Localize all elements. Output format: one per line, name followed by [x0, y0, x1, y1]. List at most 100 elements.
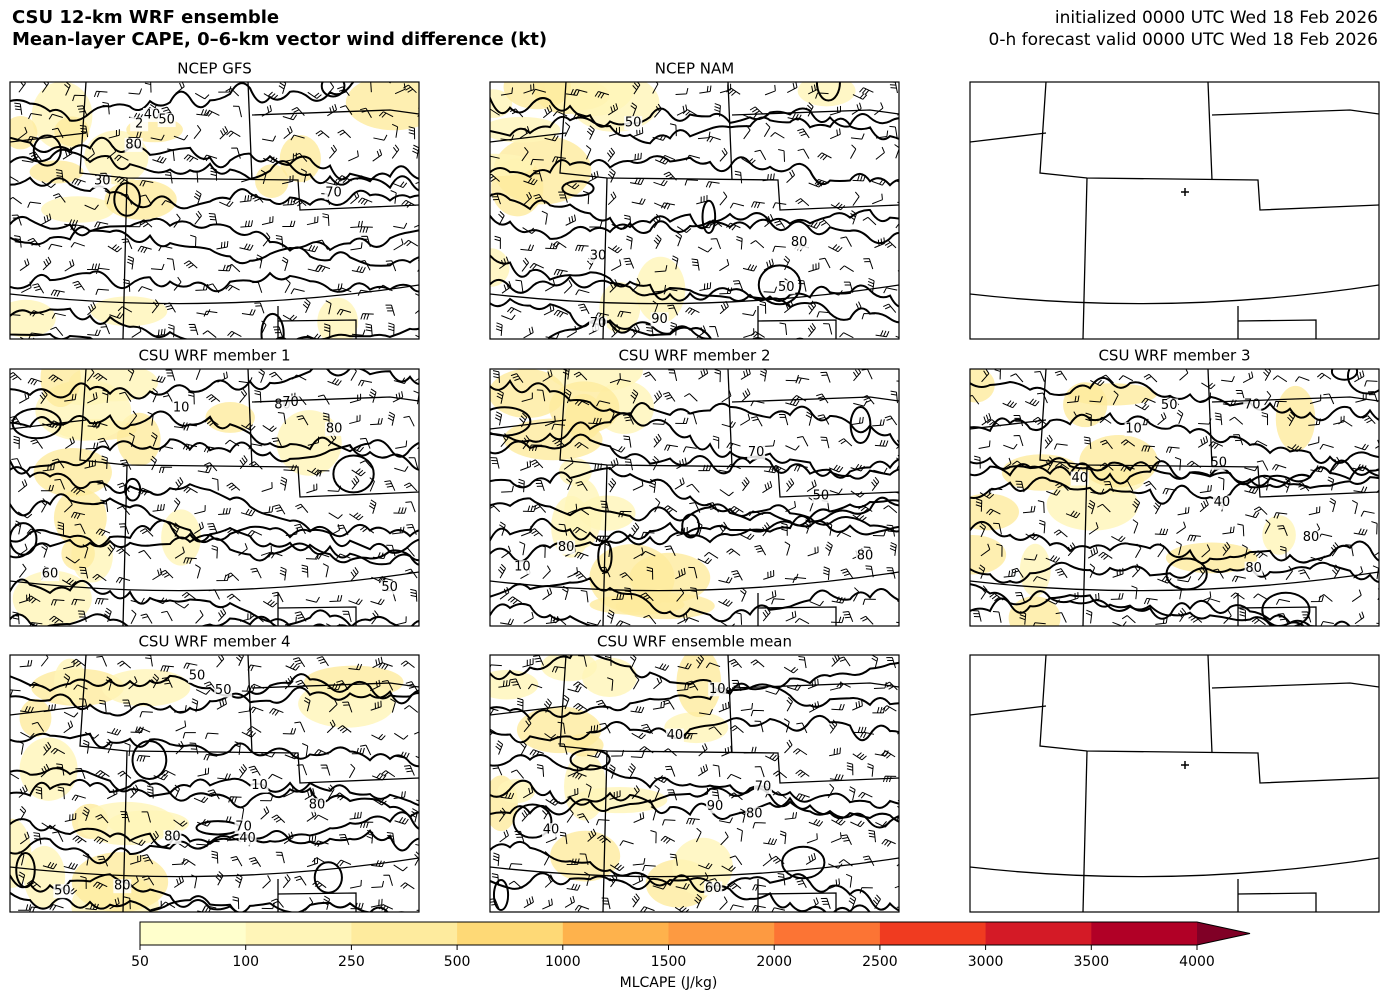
panel-title: CSU WRF member 3 — [1098, 347, 1250, 365]
wind-barb — [754, 149, 767, 161]
wind-barb — [349, 414, 361, 425]
contour-label: 50 — [1210, 455, 1227, 470]
wind-barb — [404, 764, 415, 776]
contour-label: 10 — [709, 682, 726, 697]
wind-barb — [840, 568, 854, 579]
wind-barb — [542, 105, 553, 119]
wind-barb — [838, 438, 853, 447]
contour-label: 80 — [114, 879, 131, 894]
wind-barb — [839, 332, 854, 339]
wind-barb — [1261, 412, 1269, 426]
label-bg — [513, 560, 532, 575]
wind-barb — [719, 191, 728, 206]
wind-barb — [749, 106, 764, 115]
wind-barb — [596, 699, 609, 710]
wind-barb — [57, 786, 65, 800]
wind-barb — [889, 125, 898, 138]
panel-frame — [489, 654, 900, 913]
wind-barb — [795, 793, 810, 801]
wind-barb — [623, 435, 632, 448]
wind-barb — [313, 814, 329, 821]
wind-barb — [392, 181, 408, 188]
wind-barb — [197, 466, 212, 474]
wind-barb — [740, 413, 751, 426]
wind-barb — [662, 505, 678, 514]
wind-barb — [698, 369, 709, 380]
wind-barb — [360, 821, 374, 829]
wind-barb — [626, 235, 633, 250]
wind-barb — [574, 441, 589, 449]
contour — [490, 96, 899, 141]
contour — [490, 213, 899, 245]
panel-bg — [970, 82, 1379, 339]
wind-barb — [48, 374, 63, 383]
cape-shade — [279, 135, 321, 183]
colorbar-label: MLCAPE (J/kg) — [620, 975, 718, 991]
wind-barb — [797, 128, 810, 139]
wind-barb — [139, 528, 154, 537]
wind-barb — [617, 310, 632, 318]
state-border — [1211, 396, 1379, 403]
wind-barb — [1024, 398, 1040, 407]
wind-barb — [643, 614, 657, 625]
wind-barb — [750, 659, 765, 668]
wind-barb — [226, 263, 241, 273]
wind-barb — [1143, 480, 1157, 490]
contour — [10, 410, 419, 458]
wind-barb — [795, 198, 810, 207]
contour — [490, 496, 899, 544]
wind-barb — [322, 895, 331, 910]
contour-label: 40 — [543, 823, 560, 838]
wind-barb — [883, 505, 898, 514]
wind-barb — [240, 220, 253, 228]
wind-barb — [718, 598, 733, 607]
wind-barb — [530, 158, 544, 166]
wind-barb — [1318, 594, 1333, 602]
wind-barb — [796, 436, 809, 447]
wind-barb — [40, 213, 52, 226]
wind-barb — [160, 665, 174, 673]
wind-barb — [897, 270, 899, 272]
wind-barb — [742, 309, 757, 316]
title-line: CSU 12-km WRF ensemble — [12, 7, 279, 28]
wind-barb — [532, 503, 547, 513]
wind-barb — [1253, 506, 1268, 515]
colorbar-tick-label: 500 — [444, 954, 471, 970]
wind-barb — [497, 563, 506, 579]
wind-barb — [73, 684, 88, 690]
wind-barb — [290, 288, 305, 295]
contour — [10, 811, 419, 865]
wind-barb — [87, 392, 98, 404]
wind-barb — [740, 369, 751, 380]
wind-barb — [404, 705, 419, 713]
wind-barb — [393, 238, 404, 251]
wind-barb — [370, 417, 383, 426]
wind-barb — [586, 619, 602, 626]
wind-barb — [492, 370, 500, 383]
panel-bg — [490, 82, 899, 339]
wind-barb — [342, 701, 353, 713]
contour-label: 80 — [326, 421, 343, 436]
wind-barb — [1045, 456, 1054, 471]
wind-barb — [500, 792, 515, 800]
wind-barb — [239, 194, 253, 203]
wind-barb — [63, 862, 78, 870]
wind-barb — [394, 466, 409, 472]
title-line: Mean-layer CAPE, 0–6-km vector wind diff… — [12, 29, 547, 50]
wind-barb — [521, 392, 533, 402]
state-border — [1207, 655, 1213, 754]
wind-barb — [292, 198, 307, 207]
wind-barb — [232, 896, 240, 910]
wind-barb — [301, 564, 309, 578]
wind-barb — [754, 766, 765, 778]
contour — [10, 673, 419, 700]
cape-shade — [10, 299, 56, 338]
state-border — [490, 571, 899, 592]
wind-barb — [823, 323, 833, 335]
wind-barb — [406, 523, 417, 535]
wind-barb — [763, 838, 778, 846]
wind-barb — [786, 697, 793, 712]
label-bg — [234, 819, 253, 834]
wind-barb — [72, 94, 86, 102]
wind-barb — [225, 572, 240, 581]
